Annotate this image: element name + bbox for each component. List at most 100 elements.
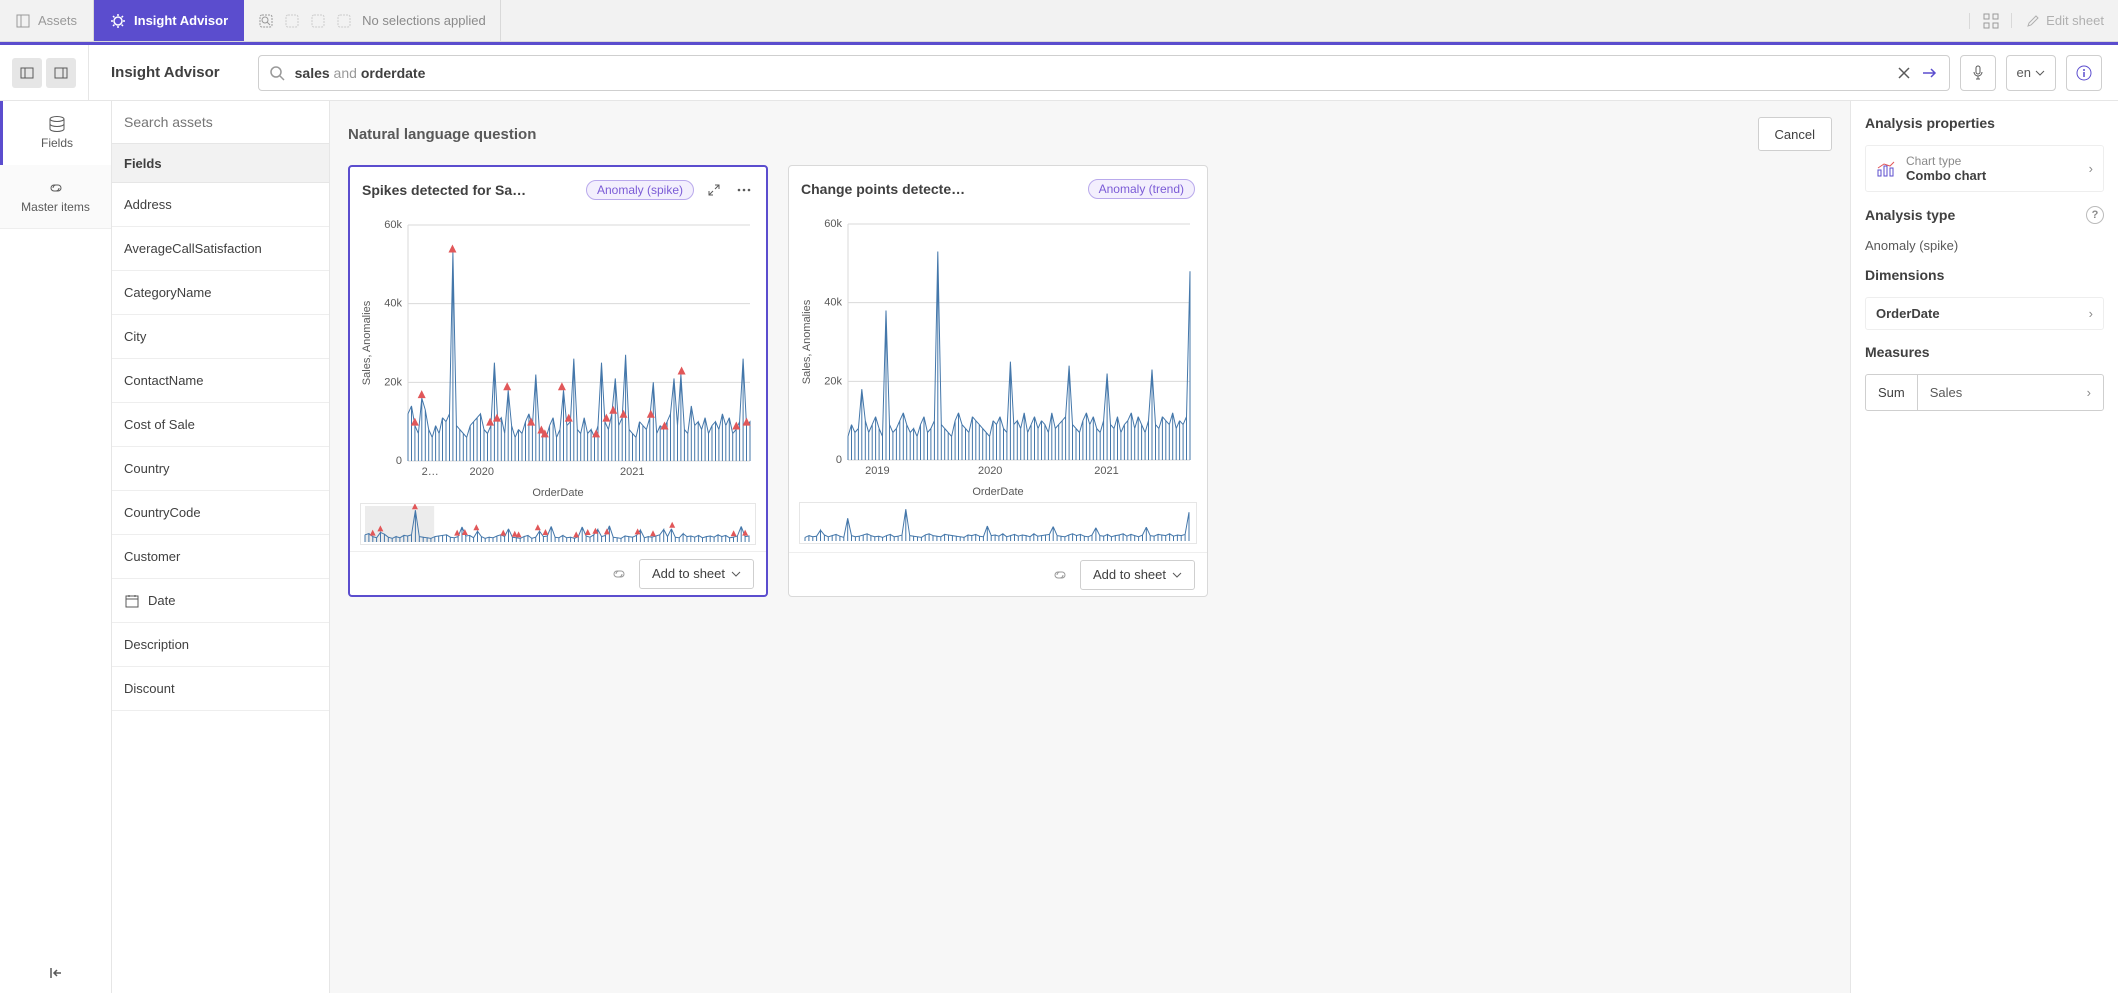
add-to-sheet-button[interactable]: Add to sheet [1080,560,1195,590]
cancel-button[interactable]: Cancel [1758,117,1832,151]
field-item-label: City [124,329,146,344]
link-icon[interactable] [1052,568,1068,582]
field-item[interactable]: City [112,315,329,359]
nav-master-label: Master items [21,200,90,214]
nav-fields-label: Fields [41,136,73,150]
svg-text:0: 0 [396,455,402,467]
field-item-label: CountryCode [124,505,201,520]
field-item[interactable]: Address [112,183,329,227]
card-title: Spikes detected for Sa… [362,182,576,198]
field-item-label: Country [124,461,170,476]
field-item-label: Customer [124,549,180,564]
submit-search-icon[interactable] [1921,66,1939,80]
combo-chart-icon [1876,160,1896,178]
field-item[interactable]: Description [112,623,329,667]
add-to-sheet-label: Add to sheet [1093,567,1166,582]
anomaly-tag: Anomaly (trend) [1088,179,1195,199]
field-item-label: ContactName [124,373,203,388]
field-item-label: Description [124,637,189,652]
caret-down-icon [1172,572,1182,578]
collapse-nav-button[interactable] [0,953,111,993]
nlq-label: Natural language question [348,126,536,143]
chevron-right-icon: › [2089,161,2093,176]
insight-advisor-tab[interactable]: Insight Advisor [94,0,244,41]
card-title: Change points detecte… [801,181,1078,197]
clear-search-icon[interactable] [1897,66,1911,80]
expand-icon[interactable] [704,180,724,200]
svg-text:2021: 2021 [620,466,644,478]
nav-master-items[interactable]: Master items [0,165,111,229]
field-item[interactable]: CategoryName [112,271,329,315]
svg-text:2020: 2020 [470,466,494,478]
field-item-label: AverageCallSatisfaction [124,241,262,256]
field-item-label: Date [148,593,175,608]
measure-agg: Sum [1866,375,1918,410]
svg-text:60k: 60k [824,218,842,230]
chevron-right-icon: › [2087,385,2091,400]
info-button[interactable] [2066,55,2102,91]
measure-value: Sales [1930,385,1963,400]
field-list[interactable]: Address AverageCallSatisfaction CategoryNa… [112,183,329,993]
grid-icon[interactable] [1969,13,2011,29]
svg-text:Sales, Anomalies: Sales, Anomalies [801,299,813,384]
db-icon [47,116,67,132]
field-item[interactable]: AverageCallSatisfaction [112,227,329,271]
language-selector[interactable]: en [2006,55,2056,91]
chevron-right-icon: › [2089,306,2093,321]
edit-sheet-label: Edit sheet [2046,13,2104,28]
panel-toggle-right[interactable] [46,58,76,88]
svg-text:2…: 2… [422,466,439,478]
measure-row[interactable]: Sum Sales › [1865,374,2104,411]
step-forward-icon[interactable] [310,13,326,29]
svg-text:20k: 20k [824,375,842,387]
x-axis-label: OrderDate [360,487,756,499]
edit-sheet-button[interactable]: Edit sheet [2011,13,2118,28]
dimension-value: OrderDate [1876,306,2079,321]
smart-search-icon[interactable] [258,13,274,29]
properties-title: Analysis properties [1865,115,2104,131]
properties-panel: Analysis properties Chart type Combo cha… [1850,101,2118,993]
svg-text:60k: 60k [384,219,402,231]
field-item[interactable]: Discount [112,667,329,711]
svg-text:2019: 2019 [865,465,889,477]
field-item[interactable]: CountryCode [112,491,329,535]
insight-card[interactable]: Spikes detected for Sa… Anomaly (spike) … [348,165,768,597]
assets-tab[interactable]: Assets [0,0,94,41]
selection-tools: No selections applied [244,0,501,41]
clear-selections-icon[interactable] [336,13,352,29]
field-item[interactable]: Country [112,447,329,491]
center-area: Natural language question Cancel Spikes … [330,101,1850,993]
mic-button[interactable] [1960,55,1996,91]
panel-toggle-left[interactable] [12,58,42,88]
page-title: Insight Advisor [89,64,242,81]
insight-card[interactable]: Change points detecte… Anomaly (trend) S… [788,165,1208,597]
add-to-sheet-button[interactable]: Add to sheet [639,559,754,589]
dimension-row[interactable]: OrderDate › [1865,297,2104,330]
top-toolbar: Assets Insight Advisor No selections app… [0,0,2118,42]
svg-text:Sales, Anomalies: Sales, Anomalies [361,300,373,385]
field-item[interactable]: Customer [112,535,329,579]
field-item-label: Address [124,197,172,212]
nav-fields[interactable]: Fields [0,101,111,165]
info-icon [2076,65,2092,81]
cards-container: Spikes detected for Sa… Anomaly (spike) … [342,161,1838,617]
help-icon[interactable]: ? [2086,206,2104,224]
step-back-icon[interactable] [284,13,300,29]
search-box[interactable]: sales and orderdate [258,55,1950,91]
assets-search-input[interactable] [124,114,317,130]
collapse-icon [48,966,64,980]
svg-text:2021: 2021 [1094,465,1118,477]
chevron-down-icon [2035,70,2045,76]
add-to-sheet-label: Add to sheet [652,566,725,581]
anomaly-tag: Anomaly (spike) [586,180,694,200]
chart-type-value: Combo chart [1906,168,2079,183]
chart-type-row[interactable]: Chart type Combo chart › [1865,145,2104,192]
link-icon[interactable] [611,567,627,581]
more-icon[interactable] [734,180,754,200]
analysis-type-label: Analysis type [1865,207,1955,223]
mic-icon [1971,65,1985,81]
field-item[interactable]: Date [112,579,329,623]
x-axis-label: OrderDate [799,486,1197,498]
field-item[interactable]: Cost of Sale [112,403,329,447]
field-item[interactable]: ContactName [112,359,329,403]
